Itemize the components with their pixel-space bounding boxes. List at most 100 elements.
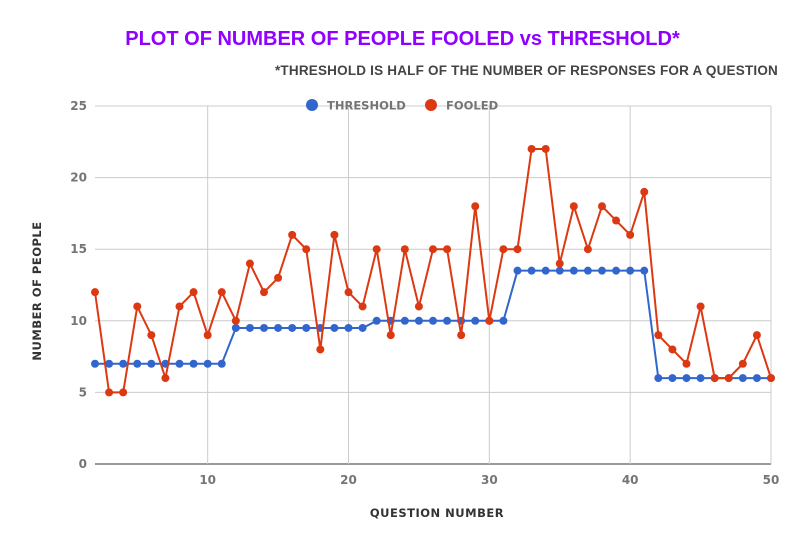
data-point (91, 359, 99, 368)
data-point (330, 323, 339, 332)
series-line (94, 147, 772, 394)
data-point (147, 331, 156, 340)
data-point (541, 266, 550, 275)
data-point (274, 323, 283, 332)
data-point (344, 323, 353, 332)
data-point (457, 331, 466, 340)
data-point (569, 202, 578, 211)
data-point (133, 359, 142, 368)
y-tick-label: 5 (79, 385, 87, 399)
data-point (499, 316, 508, 325)
data-point (443, 245, 452, 254)
x-tick-label: 10 (199, 473, 216, 487)
data-point (400, 245, 409, 254)
data-point (471, 202, 480, 211)
data-point (358, 302, 367, 311)
y-tick-label: 0 (79, 457, 87, 471)
data-point (513, 245, 522, 254)
y-tick-label: 20 (70, 171, 87, 185)
data-point (414, 316, 423, 325)
data-point (429, 316, 437, 325)
data-point (91, 288, 99, 297)
data-point (316, 345, 325, 354)
y-tick-label: 25 (70, 99, 87, 113)
data-point (499, 245, 508, 254)
data-point (612, 266, 621, 275)
data-point (105, 388, 114, 397)
data-point (147, 359, 156, 368)
data-point (527, 144, 536, 153)
data-point (288, 323, 297, 332)
data-point (527, 266, 536, 275)
data-point (724, 374, 733, 383)
data-point (372, 316, 381, 325)
x-tick-label: 40 (622, 473, 639, 487)
data-point (513, 266, 522, 275)
legend-marker (306, 99, 318, 111)
data-point (668, 345, 677, 354)
data-point (583, 266, 592, 275)
data-point (682, 359, 691, 368)
data-point (696, 302, 705, 311)
data-point (598, 202, 606, 211)
data-point (231, 316, 240, 325)
legend-label: FOOLED (446, 99, 498, 113)
y-tick-label: 15 (70, 242, 87, 256)
legend-marker (425, 99, 437, 111)
data-point (358, 323, 367, 332)
legend-label: THRESHOLD (327, 99, 406, 113)
data-point (654, 331, 663, 340)
legend: THRESHOLD FOOLED (306, 99, 498, 113)
y-tick-label: 10 (70, 314, 87, 328)
series-layer (91, 144, 775, 397)
series-threshold (91, 266, 775, 383)
data-point (175, 359, 184, 368)
data-point (189, 359, 198, 368)
data-point (386, 331, 395, 340)
legend-item: FOOLED (425, 99, 498, 113)
data-point (133, 302, 142, 311)
data-point (471, 316, 480, 325)
data-point (429, 245, 437, 254)
data-point (414, 302, 423, 311)
data-point (217, 359, 226, 368)
data-point (344, 288, 353, 297)
data-point (738, 359, 747, 368)
data-point (710, 374, 719, 383)
data-point (245, 323, 254, 332)
data-point (654, 374, 663, 383)
data-point (598, 266, 606, 275)
data-point (302, 245, 311, 254)
data-point (752, 374, 761, 383)
y-axis-ticks: 0 5 10 15 20 25 (70, 99, 87, 471)
data-point (231, 323, 240, 332)
data-point (541, 144, 550, 153)
data-point (400, 316, 409, 325)
x-axis-ticks: 10 20 30 40 50 (199, 473, 779, 487)
data-point (245, 259, 254, 268)
data-point (203, 359, 212, 368)
data-point (274, 273, 283, 282)
data-point (175, 302, 184, 311)
data-point (260, 323, 268, 332)
x-tick-label: 50 (763, 473, 780, 487)
data-point (330, 230, 339, 239)
data-point (217, 288, 226, 297)
data-point (640, 266, 649, 275)
data-point (752, 331, 761, 340)
data-point (767, 374, 775, 383)
x-axis-title: QUESTION NUMBER (370, 506, 504, 520)
grid-lines (95, 105, 772, 465)
data-point (583, 245, 592, 254)
data-point (626, 266, 635, 275)
data-point (668, 374, 677, 383)
data-point (203, 331, 212, 340)
data-point (119, 359, 128, 368)
data-point (443, 316, 452, 325)
data-point (105, 359, 114, 368)
data-point (626, 230, 635, 239)
data-point (288, 230, 297, 239)
x-tick-label: 20 (340, 473, 357, 487)
data-point (161, 374, 170, 383)
